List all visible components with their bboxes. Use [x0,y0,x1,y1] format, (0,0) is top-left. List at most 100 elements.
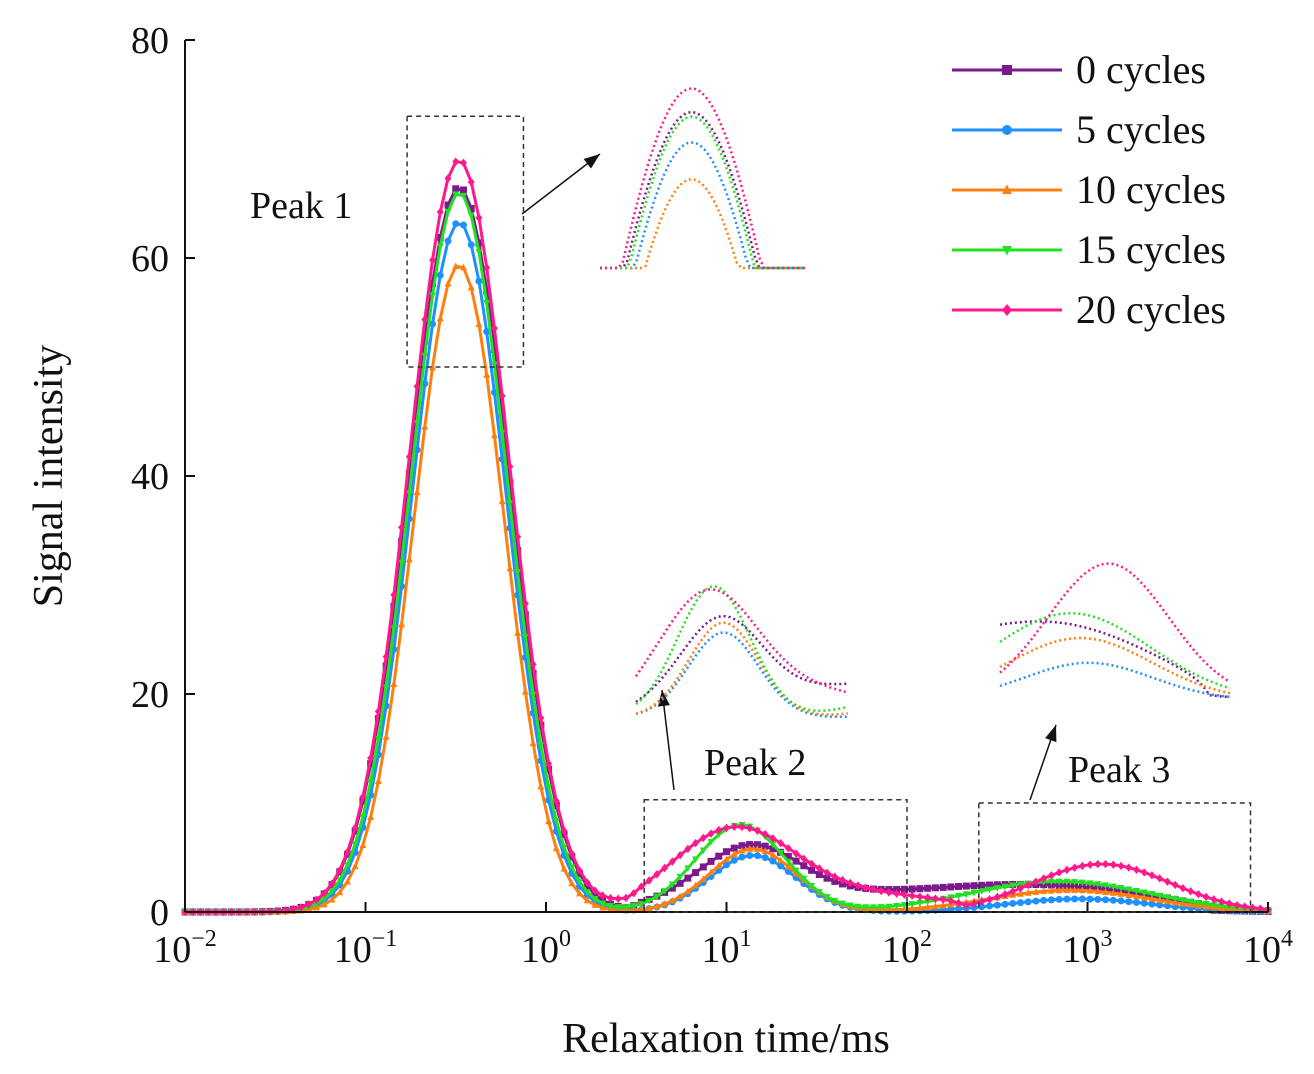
series-marker [467,212,475,220]
series-marker [955,883,963,891]
series-marker [955,905,963,913]
series-marker [1009,882,1017,890]
series-marker [374,707,382,716]
series-marker [459,221,467,229]
series-marker [777,862,785,870]
series-marker [413,488,421,496]
series-marker [699,875,707,882]
series-marker [900,885,908,893]
series-marker [552,818,560,825]
series-marker [1179,883,1187,893]
inset-peak1 [600,87,805,270]
series-marker [815,864,823,873]
series-marker [382,684,390,692]
series-marker [568,849,576,858]
series-marker [343,847,351,857]
series-marker [343,861,351,869]
series-marker [668,857,676,866]
series-marker [1194,899,1202,907]
series-marker [390,590,398,600]
series-marker [289,904,297,914]
series-marker [684,844,692,854]
series-marker [374,735,382,743]
legend-label: 20 cycles [1076,287,1226,332]
series-marker [854,903,862,911]
series-marker [1249,903,1257,912]
series-marker [390,625,398,632]
inset-series-line [999,620,1231,699]
series-marker [583,878,591,887]
legend: 0 cycles 5 cycles 10 cycles 15 cycles 20 cyc… [952,47,1226,332]
series-marker [320,895,328,903]
series-marker [521,687,529,695]
series-marker [622,904,630,911]
series-marker [568,864,576,871]
annotation-box [978,802,1252,913]
series-marker [351,862,359,870]
series-marker [877,904,885,911]
series-marker [753,845,761,852]
series-marker [846,902,854,910]
series-marker [413,382,421,391]
series-marker [483,328,491,336]
series-marker [769,841,777,848]
series-marker [1148,891,1156,898]
series-marker [599,900,607,908]
series-marker [692,881,700,889]
inset-series-line [600,115,805,270]
series-marker [444,237,452,245]
series-marker [1016,884,1024,893]
series-marker [1140,899,1148,907]
series-marker [986,895,994,904]
series-marker [962,882,970,890]
series-marker [537,782,545,790]
x-tick-label: 10−2 [153,926,217,971]
series-marker [343,877,351,885]
series-marker [908,904,916,912]
series-marker [560,826,568,835]
series-marker [1102,888,1110,895]
series-marker [367,778,375,786]
series-marker [1140,893,1148,901]
inset-series-line [999,611,1231,690]
series-marker [761,854,769,862]
series-marker [924,903,932,911]
series-marker [467,283,475,291]
series-marker [367,753,375,763]
legend-item: 5 cycles [952,107,1206,152]
series-marker [1086,895,1094,903]
series-marker [808,866,816,874]
series-marker [576,889,584,897]
series-marker [459,263,467,271]
series-marker [429,363,437,371]
series-marker [490,361,498,369]
series-marker [947,896,955,905]
x-tick-label: 103 [1063,926,1113,971]
series-marker [784,844,792,853]
series-marker [436,243,444,250]
series-marker [552,796,560,806]
series-marker [421,315,429,324]
series-marker [1078,861,1086,871]
series-marker [1256,904,1264,913]
series-marker [684,865,692,873]
series-marker [1117,897,1125,905]
series-marker [591,901,599,908]
series-marker [1055,895,1063,903]
series-marker [374,777,382,784]
inset-series-line [600,177,805,270]
series-marker [730,856,738,864]
x-tick-label: 104 [1243,926,1293,971]
series-marker [846,878,854,888]
series-marker [661,888,669,895]
series-marker [668,896,676,904]
annotation-label: Peak 2 [704,742,806,784]
series-marker [490,431,498,439]
series-marker [351,841,359,848]
series-marker [483,371,491,378]
series-marker [506,499,514,507]
series-marker [1001,883,1009,891]
series-marker [962,900,970,910]
series-marker [730,844,738,852]
